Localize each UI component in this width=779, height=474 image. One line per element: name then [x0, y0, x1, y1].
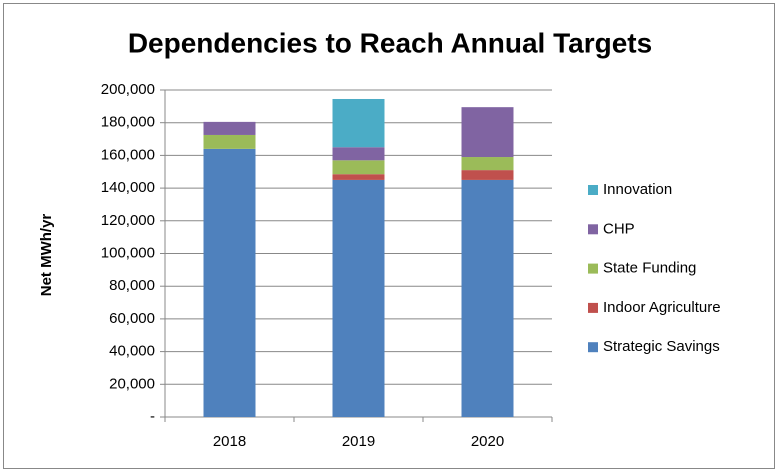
legend-label: Innovation: [603, 181, 672, 198]
y-tick-label: -: [150, 408, 155, 425]
legend-swatch: [588, 263, 598, 274]
x-tick-label: 2020: [471, 433, 504, 450]
bar-segment: [461, 107, 514, 158]
legend-label: CHP: [603, 220, 635, 237]
chart-title: Dependencies to Reach Annual Targets: [128, 27, 652, 58]
bar-segment: [332, 98, 385, 148]
y-tick-label: 160,000: [101, 146, 155, 163]
bar-segment: [203, 148, 256, 418]
bar-segment: [332, 160, 385, 175]
legend-swatch: [588, 342, 598, 353]
legend-swatch: [588, 302, 598, 313]
legend-swatch: [588, 224, 598, 235]
y-tick-label: 140,000: [101, 179, 155, 196]
x-tick-label: 2018: [213, 433, 246, 450]
y-tick-label: 80,000: [109, 277, 155, 294]
y-tick-label: 60,000: [109, 310, 155, 327]
y-tick-label: 120,000: [101, 212, 155, 229]
legend-label: State Funding: [603, 260, 696, 277]
bar-segment: [203, 134, 256, 149]
bar-segment: [203, 121, 256, 135]
y-tick-label: 200,000: [101, 81, 155, 98]
y-tick-label: 180,000: [101, 114, 155, 131]
legend-label: Indoor Agriculture: [603, 299, 721, 316]
y-axis-label: Net MWh/yr: [38, 214, 55, 297]
legend-label: Strategic Savings: [603, 338, 720, 355]
bar-segment: [461, 170, 514, 180]
legend-swatch: [588, 185, 598, 195]
bar-segment: [332, 179, 385, 417]
y-tick-label: 40,000: [109, 343, 155, 360]
chart-border: [3, 3, 775, 469]
y-tick-label: 20,000: [109, 375, 155, 392]
bar-segment: [461, 157, 514, 171]
x-tick-label: 2019: [342, 433, 375, 450]
bar-segment: [461, 179, 514, 417]
bar-segment: [332, 147, 385, 161]
y-tick-label: 100,000: [101, 244, 155, 261]
bar-segment: [332, 174, 385, 180]
